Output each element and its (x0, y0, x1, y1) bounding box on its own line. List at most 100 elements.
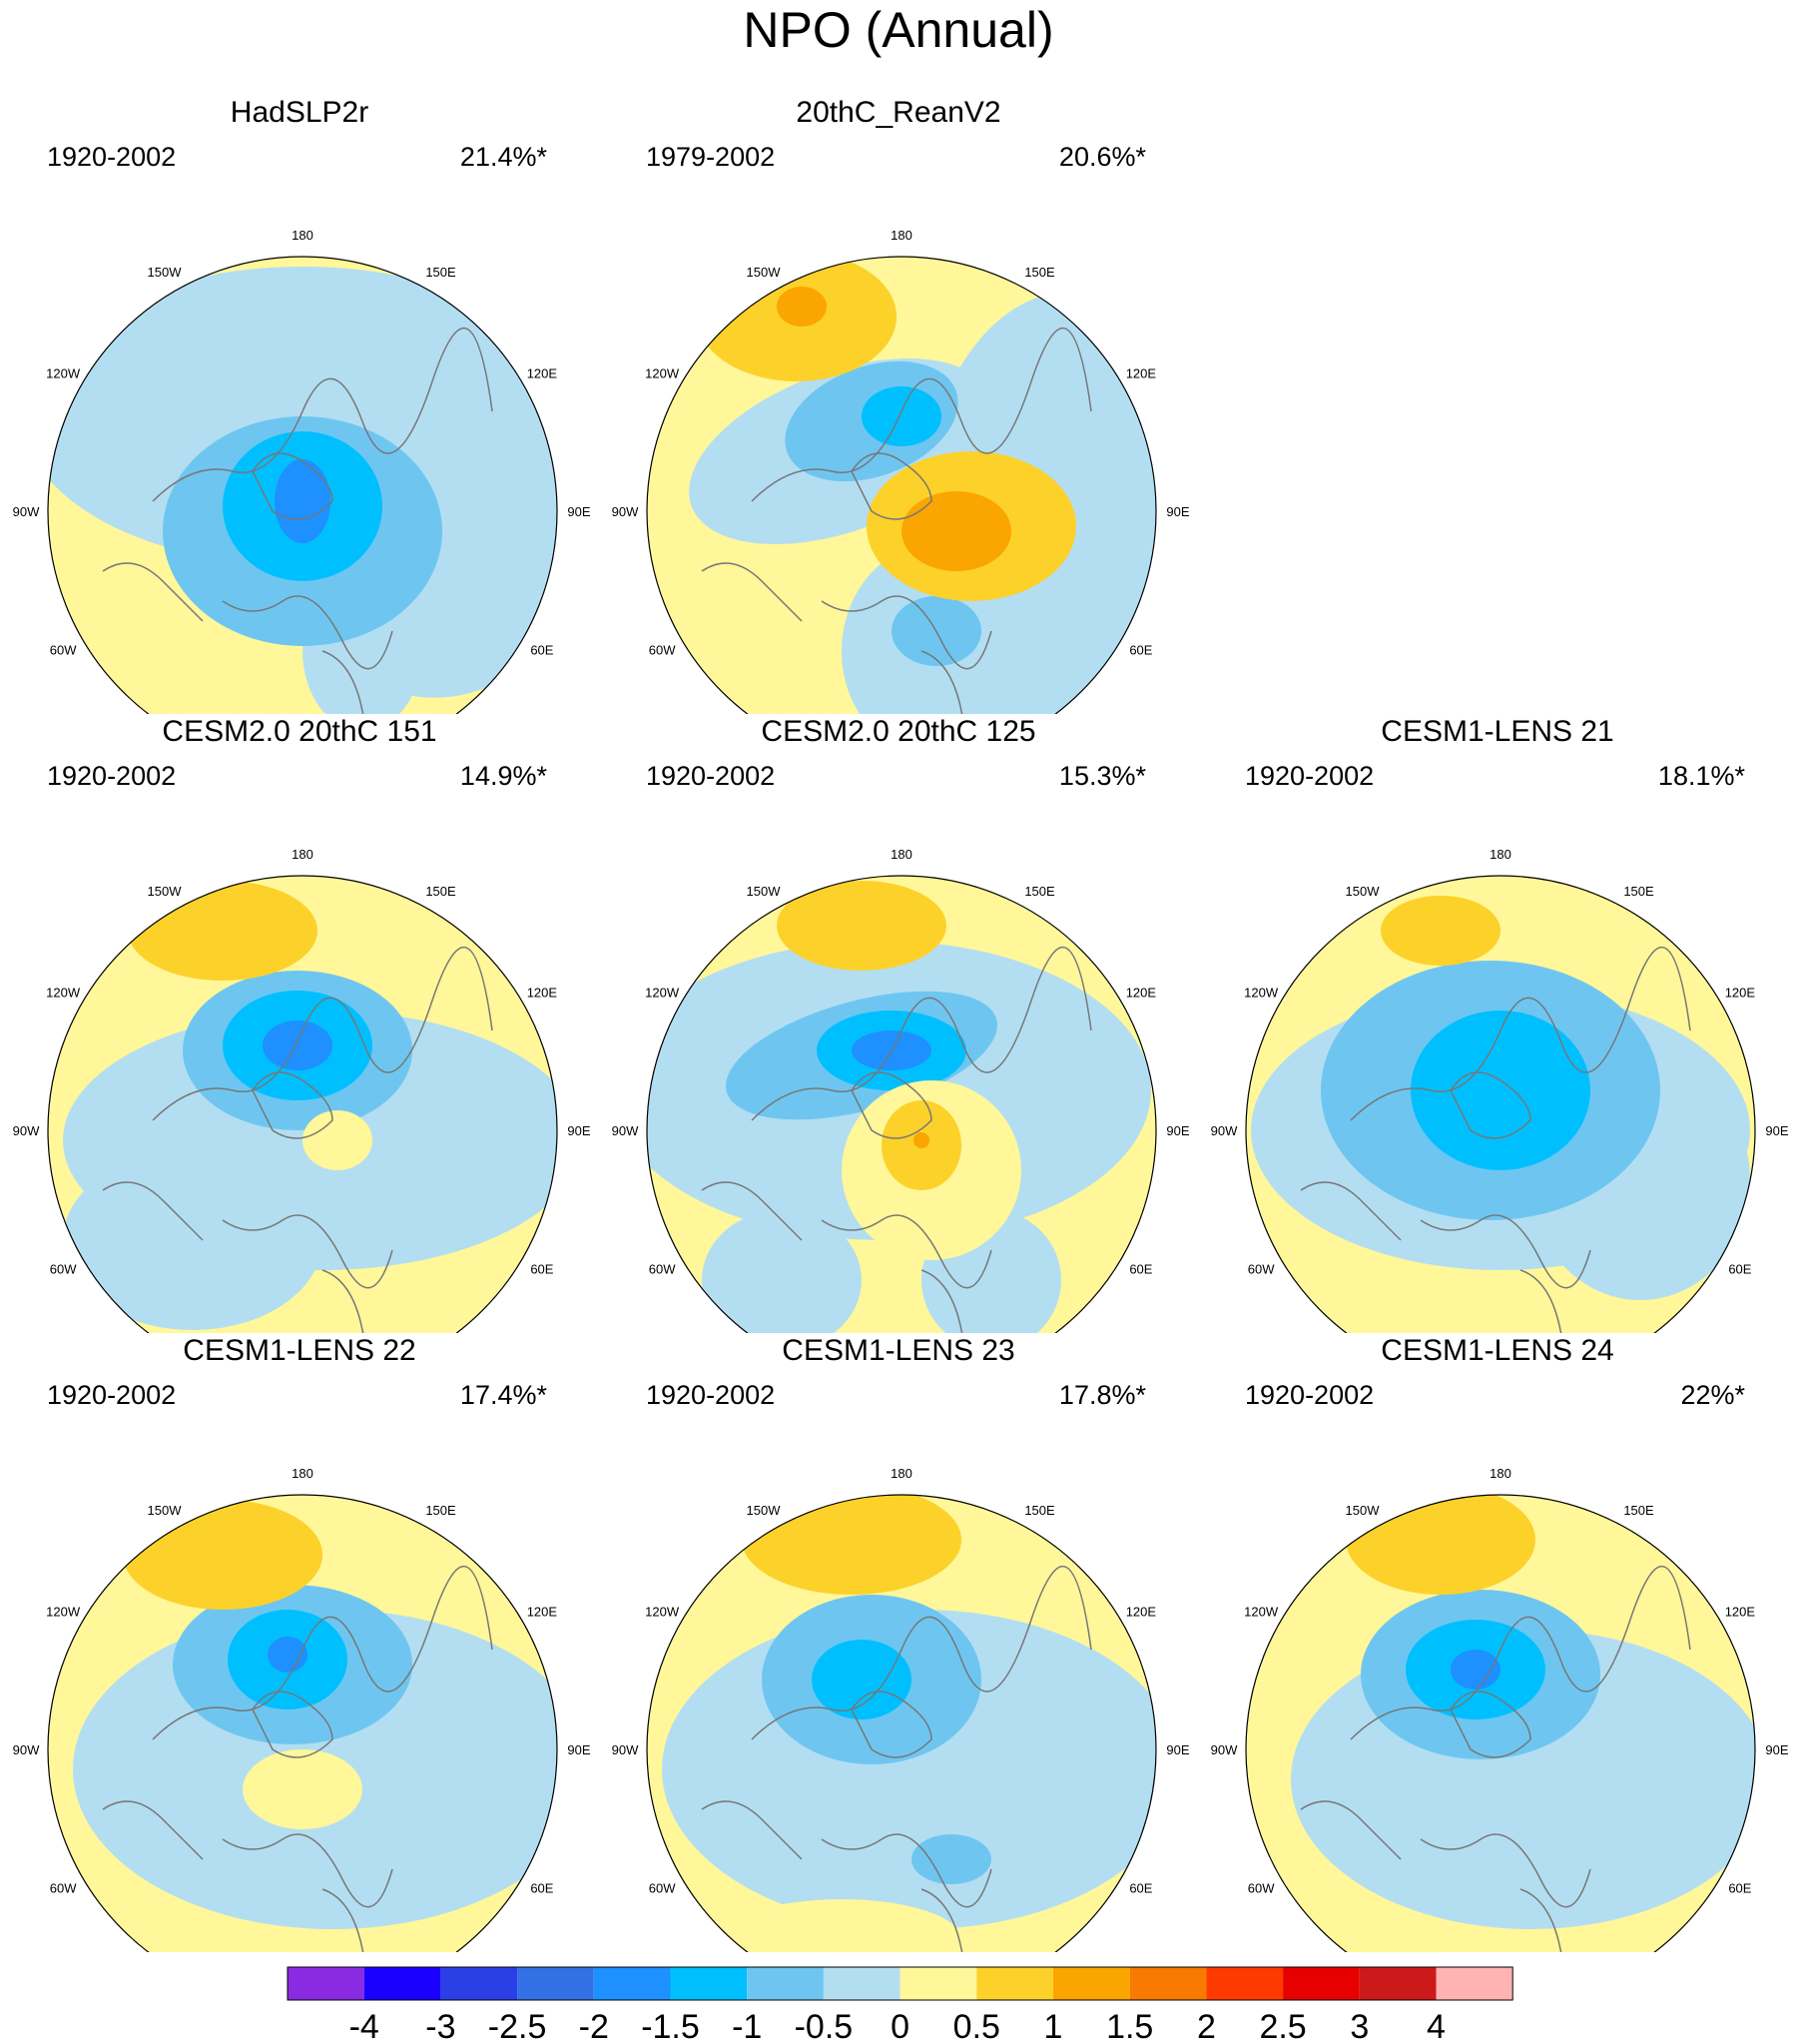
contour-region (901, 491, 1011, 571)
panel-variance: 17.4%* (459, 1380, 547, 1410)
longitude-label: 150W (148, 265, 183, 280)
contour-region (742, 1495, 961, 1595)
longitude-label: 150W (148, 884, 183, 899)
panel-variance: 15.3%* (1058, 761, 1146, 791)
polar-map: 180150E120E90E60E30E030W60W90W120W150W (1211, 847, 1789, 1333)
colorbar-label: 2.5 (1259, 2008, 1306, 2044)
coastline (102, 947, 493, 1333)
contour-region (302, 1110, 372, 1170)
colorbar-label: -0.5 (795, 2008, 854, 2044)
longitude-label: 90E (567, 1123, 590, 1138)
longitude-label: 60E (1129, 1262, 1152, 1277)
longitude-label: 60W (50, 643, 77, 658)
map-border (47, 256, 558, 714)
contour-region (913, 1132, 929, 1148)
panel-period: 1920-2002 (47, 1380, 177, 1410)
longitude-label: 150W (747, 1503, 782, 1518)
longitude-label: 150E (1024, 265, 1055, 280)
longitude-label: 90W (13, 504, 40, 519)
coastline (1300, 1566, 1691, 1952)
longitude-label: 60W (50, 1262, 77, 1277)
polar-map: 180150E120E90E60E30E030W60W90W120W150W (612, 1466, 1190, 1952)
colorbar-swatch (1436, 1967, 1513, 2000)
longitude-label: 150W (148, 1503, 183, 1518)
polar-map: 180150E120E90E60E30E030W60W90W120W150W (1211, 1466, 1789, 1952)
longitude-label: 90W (612, 1123, 639, 1138)
panel-period: 1920-2002 (47, 761, 177, 791)
longitude-label: 90E (1166, 1742, 1189, 1757)
contour-region (777, 881, 946, 971)
panel-title: CESM1-LENS 22 (183, 1334, 416, 1367)
longitude-label: 120E (1126, 1605, 1157, 1620)
panel-period: 1920-2002 (646, 1380, 776, 1410)
panel-variance: 21.4%* (459, 142, 547, 172)
contour-region (777, 287, 827, 327)
longitude-label: 150E (1024, 884, 1055, 899)
longitude-label: 60E (1129, 643, 1152, 658)
longitude-label: 120E (1126, 366, 1157, 381)
map-panel: 180150E120E90E60E30E030W60W90W120W150WCE… (599, 1333, 1198, 1952)
polar-map: 180150E120E90E60E30E030W60W90W120W150W (612, 228, 1190, 714)
map-panel: 180150E120E90E60E30E030W60W90W120W150W20… (599, 95, 1198, 714)
longitude-label: 150E (1623, 884, 1654, 899)
colorbar-label: 1.5 (1106, 2008, 1153, 2044)
polar-map: 180150E120E90E60E30E030W60W90W120W150W (612, 847, 1190, 1333)
panel-title: CESM2.0 20thC 151 (162, 715, 437, 748)
colorbar-label: 0.5 (953, 2008, 1000, 2044)
coastline (102, 1566, 493, 1952)
panel-period: 1920-2002 (1245, 761, 1375, 791)
colorbar-label: 3 (1350, 2008, 1369, 2044)
longitude-label: 180 (891, 228, 912, 243)
longitude-label: 150E (1623, 1503, 1654, 1518)
panel-variance: 20.6%* (1058, 142, 1146, 172)
longitude-label: 90W (13, 1742, 40, 1757)
longitude-label: 150W (747, 884, 782, 899)
map-border (1245, 875, 1756, 1333)
longitude-label: 60W (50, 1881, 77, 1896)
coastline (701, 1566, 1092, 1952)
colorbar-label: 2 (1197, 2008, 1216, 2044)
longitude-label: 60E (1728, 1262, 1751, 1277)
coastline (102, 328, 493, 714)
contour-region (275, 459, 330, 543)
panel-period: 1979-2002 (646, 142, 776, 172)
colorbar-label: -2.5 (488, 2008, 547, 2044)
longitude-label: 120E (527, 986, 558, 1001)
map-panel: 180150E120E90E60E30E030W60W90W120W150WCE… (599, 714, 1198, 1333)
longitude-label: 120E (1725, 1605, 1756, 1620)
longitude-label: 120E (527, 366, 558, 381)
contour-region (862, 386, 941, 446)
longitude-label: 180 (292, 1466, 313, 1481)
longitude-label: 120E (1725, 986, 1756, 1001)
colorbar-swatch (1053, 1967, 1130, 2000)
colorbar-swatch (517, 1967, 594, 2000)
panel-period: 1920-2002 (1245, 1380, 1375, 1410)
panel-title: CESM1-LENS 24 (1381, 1334, 1614, 1367)
longitude-label: 120W (645, 1605, 680, 1620)
colorbar-swatch (593, 1967, 671, 2000)
longitude-label: 90E (1765, 1742, 1788, 1757)
colorbar-swatch (1206, 1967, 1284, 2000)
longitude-label: 150W (1346, 884, 1381, 899)
longitude-label: 60E (1728, 1881, 1751, 1896)
longitude-label: 90E (1765, 1123, 1788, 1138)
colorbar-swatch (1359, 1967, 1437, 2000)
longitude-label: 90W (612, 504, 639, 519)
longitude-label: 120W (645, 986, 680, 1001)
contour-region (702, 1210, 862, 1333)
colorbar-swatch (363, 1967, 441, 2000)
colorbar-swatch (899, 1967, 977, 2000)
longitude-label: 90W (1211, 1123, 1238, 1138)
longitude-label: 120W (645, 366, 680, 381)
longitude-label: 150E (425, 265, 456, 280)
longitude-label: 90W (13, 1123, 40, 1138)
longitude-label: 120E (527, 1605, 558, 1620)
longitude-label: 180 (891, 847, 912, 862)
panel-period: 1920-2002 (646, 761, 776, 791)
map-panel: 180150E120E90E60E30E030W60W90W120W150WCE… (0, 1333, 599, 1952)
panel-variance: 14.9%* (459, 761, 547, 791)
colorbar-label: -1 (732, 2008, 762, 2044)
longitude-label: 60W (649, 643, 676, 658)
panel-title: 20thC_ReanV2 (796, 96, 1001, 129)
contour-region (812, 1640, 911, 1719)
